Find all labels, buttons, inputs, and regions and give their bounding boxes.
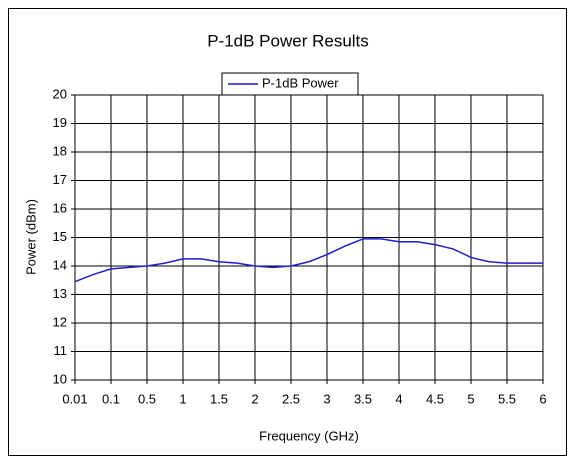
x-tick-label: 0.1 <box>102 391 120 406</box>
x-tick-label: 5.5 <box>498 391 516 406</box>
chart-title: P-1dB Power Results <box>207 31 369 50</box>
y-tick-label: 14 <box>53 257 67 272</box>
x-tick-label: 2.5 <box>282 391 300 406</box>
x-tick-label: 5 <box>467 391 474 406</box>
y-tick-label: 15 <box>53 229 67 244</box>
x-tick-label: 4.5 <box>426 391 444 406</box>
y-tick-label: 18 <box>53 143 67 158</box>
x-tick-label: 1 <box>179 391 186 406</box>
y-tick-label: 12 <box>53 314 67 329</box>
x-tick-label: 6 <box>539 391 546 406</box>
y-tick-label: 19 <box>53 115 67 130</box>
x-axis-label: Frequency (GHz) <box>259 428 359 443</box>
y-tick-label: 17 <box>53 172 67 187</box>
y-tick-label: 11 <box>54 343 68 358</box>
y-axis-label: Power (dBm) <box>23 199 38 275</box>
y-tick-label: 10 <box>53 371 67 386</box>
legend-box <box>221 72 359 96</box>
x-tick-label: 2 <box>251 391 258 406</box>
y-tick-label: 16 <box>53 200 67 215</box>
x-tick-label: 0.01 <box>62 391 87 406</box>
x-tick-label: 4 <box>395 391 402 406</box>
data-line <box>74 238 543 283</box>
legend-label: P-1dB Power <box>262 75 339 90</box>
y-tick-label: 13 <box>53 286 67 301</box>
x-tick-label: 3 <box>323 391 330 406</box>
y-tick-label: 20 <box>53 86 67 101</box>
x-tick-label: 3.5 <box>354 391 372 406</box>
x-tick-label: 1.5 <box>210 391 228 406</box>
x-tick-label: 0.5 <box>138 391 156 406</box>
